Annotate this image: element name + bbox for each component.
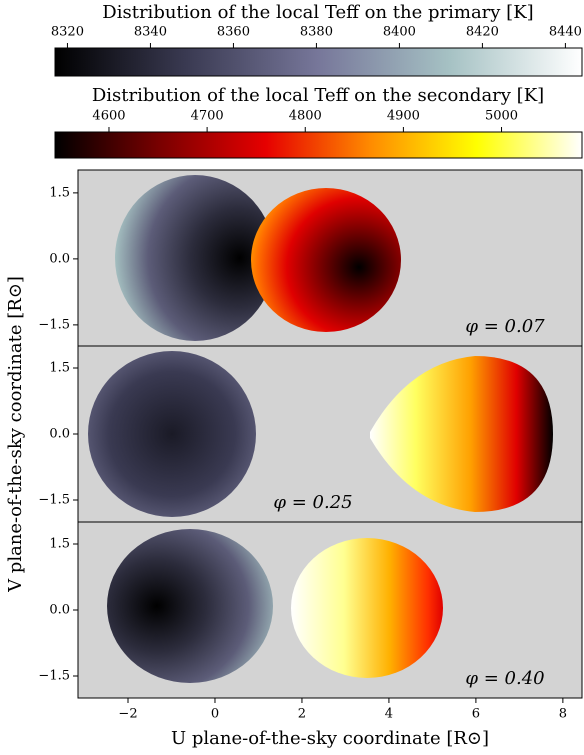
x-tick-label: 6 [472,707,480,722]
secondary-star [291,538,443,678]
y-tick-label: 1.5 [49,361,70,376]
x-tick-label: 8 [559,707,567,722]
tick-label: 5000 [485,109,518,124]
phase-label: φ = 0.07 [465,316,545,337]
x-tick-label: −2 [118,707,137,722]
y-tick-label: −1.5 [38,493,70,508]
tick-label: 8420 [466,25,499,40]
y-tick-label: 1.5 [49,537,70,552]
secondary-star [370,356,553,512]
tick-label: 8340 [134,25,167,40]
tick-label: 4800 [289,109,322,124]
tick-label: 4600 [92,109,125,124]
colorbar-title: Distribution of the local Teff on the pr… [102,2,533,23]
y-tick-label: 1.5 [49,185,70,200]
axes: Distribution of the local Teff on the pr… [5,2,583,749]
tick-label: 8440 [549,25,582,40]
y-tick-label: −1.5 [38,669,70,684]
x-tick-label: 0 [211,707,219,722]
tick-label: 4900 [387,109,420,124]
tick-label: 8360 [217,25,250,40]
secondary-star [251,188,401,332]
tick-label: 8400 [383,25,416,40]
colorbar [54,131,583,159]
primary-star [115,175,275,341]
phase-label: φ = 0.25 [273,492,352,513]
tick-label: 8320 [51,25,84,40]
colorbar-title: Distribution of the local Teff on the se… [92,85,544,106]
stars [88,175,553,683]
y-tick-label: 0.0 [49,603,70,618]
y-axis-label: V plane-of-the-sky coordinate [R⊙] [5,276,26,593]
primary-star [88,351,256,517]
x-tick-label: 4 [385,707,393,722]
y-tick-label: −1.5 [38,317,70,332]
colorbar [54,47,583,77]
x-axis-label: U plane-of-the-sky coordinate [R⊙] [171,728,489,749]
tick-label: 4700 [191,109,224,124]
phase-label: φ = 0.40 [465,668,544,689]
y-tick-label: 0.0 [49,427,70,442]
x-tick-label: 2 [298,707,306,722]
primary-star [107,529,273,683]
tick-label: 8380 [300,25,333,40]
y-tick-label: 0.0 [49,251,70,266]
